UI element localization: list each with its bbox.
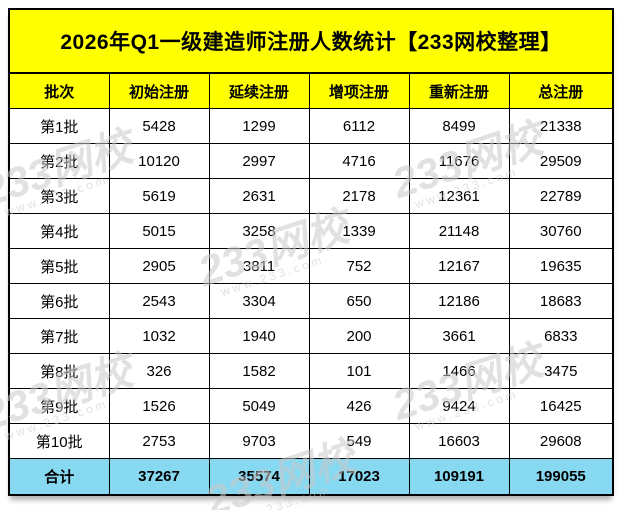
value-cell: 2753 <box>108 423 210 459</box>
total-value-cell: 199055 <box>508 458 612 494</box>
value-cell: 22789 <box>508 178 612 214</box>
value-cell: 11676 <box>408 143 510 179</box>
value-cell: 1032 <box>108 318 210 354</box>
col-header-addition: 增项注册 <box>308 74 410 109</box>
value-cell: 16603 <box>408 423 510 459</box>
table-row: 第3批 5619 2631 2178 12361 22789 <box>10 178 612 214</box>
total-value-cell: 109191 <box>408 458 510 494</box>
col-header-reregister: 重新注册 <box>408 74 510 109</box>
value-cell: 1582 <box>208 353 310 389</box>
value-cell: 21148 <box>408 213 510 249</box>
value-cell: 8499 <box>408 108 510 144</box>
value-cell: 10120 <box>108 143 210 179</box>
value-cell: 21338 <box>508 108 612 144</box>
batch-cell: 第8批 <box>10 353 110 389</box>
value-cell: 5428 <box>108 108 210 144</box>
value-cell: 3304 <box>208 283 310 319</box>
value-cell: 29608 <box>508 423 612 459</box>
value-cell: 1339 <box>308 213 410 249</box>
value-cell: 2905 <box>108 248 210 284</box>
table-row: 第5批 2905 3811 752 12167 19635 <box>10 248 612 284</box>
value-cell: 1526 <box>108 388 210 424</box>
col-header-total: 总注册 <box>508 74 612 109</box>
value-cell: 29509 <box>508 143 612 179</box>
value-cell: 12167 <box>408 248 510 284</box>
table-row: 第10批 2753 9703 549 16603 29608 <box>10 423 612 459</box>
batch-cell: 第9批 <box>10 388 110 424</box>
table-row: 第4批 5015 3258 1339 21148 30760 <box>10 213 612 249</box>
value-cell: 326 <box>108 353 210 389</box>
header-row: 批次 初始注册 延续注册 增项注册 重新注册 总注册 <box>10 74 612 109</box>
value-cell: 1299 <box>208 108 310 144</box>
total-row: 合计 37267 35574 17023 109191 199055 <box>10 458 612 494</box>
table-row: 第9批 1526 5049 426 9424 16425 <box>10 388 612 424</box>
value-cell: 3475 <box>508 353 612 389</box>
value-cell: 9424 <box>408 388 510 424</box>
value-cell: 5015 <box>108 213 210 249</box>
batch-cell: 第6批 <box>10 283 110 319</box>
total-value-cell: 37267 <box>108 458 210 494</box>
value-cell: 752 <box>308 248 410 284</box>
batch-cell: 第10批 <box>10 423 110 459</box>
value-cell: 2543 <box>108 283 210 319</box>
value-cell: 2631 <box>208 178 310 214</box>
value-cell: 3258 <box>208 213 310 249</box>
batch-cell: 第7批 <box>10 318 110 354</box>
value-cell: 16425 <box>508 388 612 424</box>
value-cell: 19635 <box>508 248 612 284</box>
col-header-batch: 批次 <box>10 74 110 109</box>
value-cell: 3811 <box>208 248 310 284</box>
value-cell: 30760 <box>508 213 612 249</box>
batch-cell: 第4批 <box>10 213 110 249</box>
col-header-renewal: 延续注册 <box>208 74 310 109</box>
value-cell: 9703 <box>208 423 310 459</box>
table-row: 第2批 10120 2997 4716 11676 29509 <box>10 143 612 179</box>
value-cell: 4716 <box>308 143 410 179</box>
value-cell: 1466 <box>408 353 510 389</box>
total-value-cell: 17023 <box>308 458 410 494</box>
table-row: 第8批 326 1582 101 1466 3475 <box>10 353 612 389</box>
value-cell: 12186 <box>408 283 510 319</box>
value-cell: 3661 <box>408 318 510 354</box>
value-cell: 5049 <box>208 388 310 424</box>
value-cell: 2178 <box>308 178 410 214</box>
value-cell: 200 <box>308 318 410 354</box>
batch-cell: 第1批 <box>10 108 110 144</box>
table-row: 第6批 2543 3304 650 12186 18683 <box>10 283 612 319</box>
value-cell: 426 <box>308 388 410 424</box>
value-cell: 5619 <box>108 178 210 214</box>
value-cell: 1940 <box>208 318 310 354</box>
table-title: 2026年Q1一级建造师注册人数统计【233网校整理】 <box>10 10 612 74</box>
batch-cell: 第2批 <box>10 143 110 179</box>
value-cell: 549 <box>308 423 410 459</box>
table-row: 第7批 1032 1940 200 3661 6833 <box>10 318 612 354</box>
stats-board: 2026年Q1一级建造师注册人数统计【233网校整理】 批次 初始注册 延续注册… <box>8 8 614 496</box>
value-cell: 6833 <box>508 318 612 354</box>
total-label-cell: 合计 <box>10 458 110 494</box>
value-cell: 6112 <box>308 108 410 144</box>
value-cell: 18683 <box>508 283 612 319</box>
col-header-initial: 初始注册 <box>108 74 210 109</box>
batch-cell: 第3批 <box>10 178 110 214</box>
registration-table: 批次 初始注册 延续注册 增项注册 重新注册 总注册 第1批 5428 1299… <box>10 74 612 494</box>
value-cell: 12361 <box>408 178 510 214</box>
value-cell: 101 <box>308 353 410 389</box>
table-row: 第1批 5428 1299 6112 8499 21338 <box>10 108 612 144</box>
value-cell: 650 <box>308 283 410 319</box>
total-value-cell: 35574 <box>208 458 310 494</box>
batch-cell: 第5批 <box>10 248 110 284</box>
value-cell: 2997 <box>208 143 310 179</box>
